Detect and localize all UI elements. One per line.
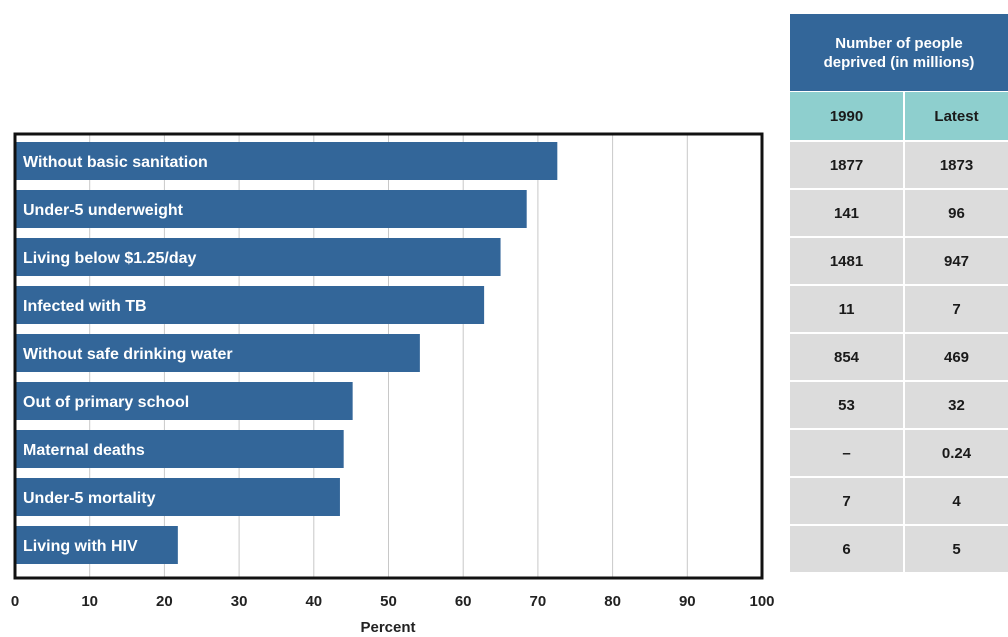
plot-frame [13,132,764,580]
bar [15,334,420,372]
cell-1990: – [790,430,905,476]
deprived-people-table: Number of people deprived (in millions) … [790,14,1008,572]
cell-1990: 141 [790,190,905,236]
x-tick-label: 50 [380,593,397,610]
x-tick-label: 40 [305,593,322,610]
bar-category-label: Out of primary school [23,394,189,411]
bar-category-label: Without basic sanitation [23,154,208,171]
table-header-line-1: Number of people [835,34,963,52]
x-tick-label: 30 [231,593,248,610]
table-row: 141 96 [790,190,1008,236]
table-row: – 0.24 [790,430,1008,476]
bar [15,478,340,516]
bar-category-label: Living with HIV [23,538,138,555]
x-tick-label: 80 [604,593,621,610]
table-row: 1481 947 [790,238,1008,284]
bar-chart: Without basic sanitation Under-5 underwei… [11,132,775,636]
column-header-1990: 1990 [790,92,905,140]
x-tick-label: 60 [455,593,472,610]
column-header-latest: Latest [934,107,979,125]
cell-latest: 7 [952,300,961,318]
bar-category-label: Under-5 mortality [23,490,156,507]
cell-1990: 6 [790,526,905,572]
bar [15,526,178,564]
x-tick-label: 10 [81,593,98,610]
x-tick-label: 20 [156,593,173,610]
bar-category-label: Infected with TB [23,298,147,315]
table-row: 854 469 [790,334,1008,380]
cell-1990: 1877 [790,142,905,188]
cell-latest: 1873 [939,156,974,174]
table-row: 11 7 [790,286,1008,332]
cell-latest: 5 [952,540,961,558]
bar [15,382,353,420]
cell-latest: 32 [948,396,965,414]
cell-1990: 1481 [790,238,905,284]
bars: Without basic sanitation Under-5 underwei… [15,142,558,564]
cell-1990: 7 [790,478,905,524]
bar [15,430,344,468]
table-header-line-2: deprived (in millions) [823,53,975,71]
x-tick-label: 70 [530,593,547,610]
cell-latest: 96 [948,204,965,222]
x-axis-title: Percent [360,619,415,636]
table-header: Number of people deprived (in millions) [790,14,1008,91]
cell-latest: 4 [952,492,961,510]
x-tick-labels: 0 10 20 30 40 50 60 70 80 90 100 [11,593,775,610]
bar-category-label: Without safe drinking water [23,346,233,363]
cell-latest: 947 [943,252,970,270]
table-body: 1877 1873 141 96 1481 947 11 7 854 469 53 32–0.24 7 4… [790,142,1008,572]
cell-1990: 854 [790,334,905,380]
cell-1990: 11 [790,286,905,332]
table-year-row: 1990 Latest [790,92,1008,140]
cell-latest: 469 [943,348,970,366]
bar [15,238,501,276]
bar [15,286,485,324]
bar-category-label: Under-5 underweight [23,202,184,219]
x-tick-label: 0 [11,593,19,610]
x-tick-label: 100 [749,593,774,610]
bar [15,190,527,228]
cell-1990: 53 [790,382,905,428]
bar-category-label: Living below $1.25/day [23,250,196,267]
bar [15,142,558,180]
cell-latest: 0.24 [941,444,972,462]
x-tick-label: 90 [679,593,696,610]
table-row: 1877 1873 [790,142,1008,188]
bar-category-label: Maternal deaths [23,442,145,459]
table-row: 53 32 [790,382,1008,428]
